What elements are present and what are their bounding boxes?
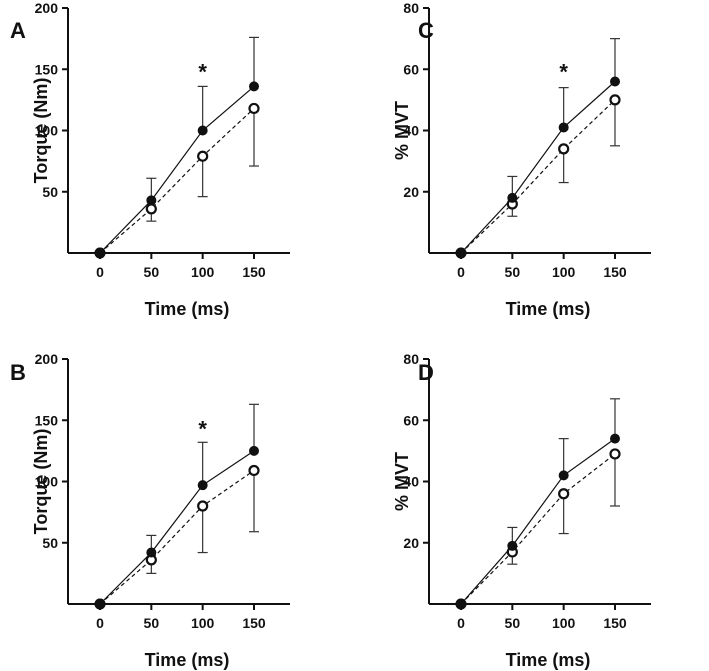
significance-marker: * bbox=[559, 59, 568, 84]
x-tick-label: 0 bbox=[96, 615, 104, 631]
x-tick-label: 150 bbox=[603, 615, 627, 631]
y-tick-label: 40 bbox=[403, 123, 419, 139]
y-tick-label: 60 bbox=[403, 412, 419, 428]
data-point-filled bbox=[558, 470, 569, 481]
y-tick-label: 150 bbox=[35, 412, 59, 428]
x-tick-label: 150 bbox=[242, 615, 266, 631]
data-point-filled bbox=[249, 81, 259, 92]
data-point-filled bbox=[249, 445, 259, 456]
y-tick-label: 50 bbox=[42, 184, 58, 200]
data-point-open bbox=[145, 203, 157, 215]
data-point-filled bbox=[197, 125, 208, 136]
data-point-open bbox=[197, 150, 209, 162]
y-tick-label: 150 bbox=[35, 61, 59, 77]
x-tick-label: 50 bbox=[505, 615, 521, 631]
y-tick-label: 100 bbox=[35, 123, 59, 139]
x-axis-label: Time (ms) bbox=[145, 650, 230, 670]
panel-label: C bbox=[418, 18, 434, 43]
y-axis-label: % MVT bbox=[392, 452, 412, 511]
x-tick-label: 0 bbox=[96, 264, 104, 280]
series-line-filled bbox=[460, 81, 616, 254]
panel-label: B bbox=[10, 360, 26, 385]
series-line-open bbox=[460, 99, 616, 254]
data-point-origin bbox=[94, 247, 106, 259]
y-axis-label: % MVT bbox=[392, 101, 412, 160]
panel-label: A bbox=[10, 18, 26, 43]
x-axis-label: Time (ms) bbox=[145, 299, 230, 319]
data-point-open bbox=[609, 448, 621, 460]
y-tick-label: 20 bbox=[403, 535, 419, 551]
x-tick-label: 50 bbox=[144, 615, 160, 631]
x-axis-label: Time (ms) bbox=[506, 650, 591, 670]
data-point-filled bbox=[610, 76, 620, 87]
data-point-filled bbox=[146, 547, 157, 558]
data-point-filled bbox=[610, 433, 620, 444]
y-tick-label: 50 bbox=[42, 535, 58, 551]
significance-marker: * bbox=[198, 59, 207, 84]
y-axis-label: Torque (Nm) bbox=[31, 78, 51, 184]
x-tick-label: 0 bbox=[457, 264, 465, 280]
x-tick-label: 150 bbox=[603, 264, 627, 280]
data-point-filled bbox=[507, 192, 518, 203]
series-line-filled bbox=[99, 85, 255, 254]
data-point-filled bbox=[507, 540, 518, 551]
series-line-filled bbox=[99, 450, 255, 605]
x-tick-label: 100 bbox=[191, 615, 215, 631]
data-point-origin bbox=[94, 598, 106, 610]
panel-a: 0 50 100 150 50 100 150 200 Time (ms) Torque (Nm)… bbox=[10, 0, 290, 319]
data-point-origin bbox=[455, 247, 467, 259]
data-point-open bbox=[558, 488, 570, 500]
significance-marker: * bbox=[198, 416, 207, 441]
data-point-open bbox=[558, 143, 570, 155]
series-line-open bbox=[99, 469, 255, 605]
x-tick-label: 0 bbox=[457, 615, 465, 631]
x-tick-label: 100 bbox=[552, 615, 576, 631]
panel-label: D bbox=[418, 360, 434, 385]
data-point-filled bbox=[558, 122, 569, 133]
y-tick-label: 40 bbox=[403, 474, 419, 490]
data-point-origin bbox=[455, 598, 467, 610]
x-tick-label: 50 bbox=[144, 264, 160, 280]
panel-c: 0 50 100 150 20 40 60 80 Time (ms) % MVT C * bbox=[392, 0, 651, 319]
y-tick-label: 20 bbox=[403, 184, 419, 200]
y-tick-label: 60 bbox=[403, 61, 419, 77]
y-tick-label: 80 bbox=[403, 0, 419, 16]
x-tick-label: 50 bbox=[505, 264, 521, 280]
y-tick-label: 200 bbox=[35, 351, 59, 367]
data-point-filled bbox=[146, 195, 157, 206]
series-line-open bbox=[99, 108, 255, 254]
data-point-open bbox=[248, 464, 260, 477]
data-point-filled bbox=[197, 480, 208, 491]
x-tick-label: 150 bbox=[242, 264, 266, 280]
y-tick-label: 100 bbox=[35, 474, 59, 490]
data-point-open bbox=[197, 500, 209, 512]
panel-d: 0 50 100 150 20 40 60 80 Time (ms) % MVT D bbox=[392, 351, 651, 670]
panel-b: 0 50 100 150 50 100 150 200 Time (ms) Torque (Nm)… bbox=[10, 351, 290, 670]
y-tick-label: 80 bbox=[403, 351, 419, 367]
series-line-open bbox=[460, 453, 616, 605]
y-axis-label: Torque (Nm) bbox=[31, 429, 51, 535]
x-tick-label: 100 bbox=[191, 264, 215, 280]
y-tick-label: 200 bbox=[35, 0, 59, 16]
series-line-filled bbox=[460, 438, 616, 605]
x-axis-label: Time (ms) bbox=[506, 299, 591, 319]
data-point-open bbox=[609, 94, 621, 106]
x-tick-label: 100 bbox=[552, 264, 576, 280]
data-point-open bbox=[248, 102, 260, 115]
